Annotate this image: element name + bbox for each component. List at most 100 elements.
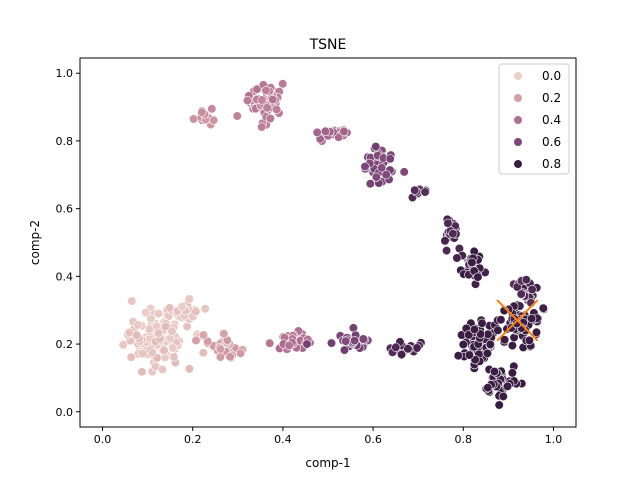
data-point — [126, 352, 136, 362]
data-point — [498, 391, 508, 402]
data-point — [268, 94, 278, 105]
data-point — [403, 344, 413, 354]
x-tick-label: 0.2 — [184, 433, 202, 446]
data-point — [191, 335, 201, 346]
data-point — [207, 104, 217, 114]
data-point — [473, 272, 483, 282]
legend-label: 0.4 — [542, 113, 561, 127]
data-point — [527, 314, 537, 324]
data-point — [493, 325, 503, 335]
y-tick-label: 1.0 — [56, 67, 74, 80]
data-point — [200, 304, 210, 314]
legend-marker — [513, 137, 523, 147]
chart-title: TSNE — [309, 37, 347, 53]
data-point — [485, 339, 495, 350]
data-point — [160, 321, 171, 332]
data-point — [215, 344, 225, 354]
data-point — [397, 350, 407, 360]
data-point — [209, 115, 219, 125]
data-point — [153, 328, 163, 338]
data-point — [507, 341, 518, 351]
data-point — [302, 339, 312, 349]
data-point — [538, 303, 548, 313]
y-axis-label: comp-2 — [28, 220, 42, 265]
data-point — [503, 381, 513, 391]
y-axis-ticks: 0.0 0.2 0.4 0.6 0.8 1.0 — [56, 67, 80, 419]
y-tick-label: 0.4 — [56, 270, 74, 283]
data-point — [527, 284, 537, 295]
data-point — [494, 400, 504, 410]
data-point — [489, 367, 500, 377]
data-point — [177, 302, 187, 312]
data-point — [312, 127, 322, 137]
data-point — [133, 320, 143, 330]
data-point — [165, 303, 175, 313]
data-point — [341, 336, 351, 346]
data-point — [464, 350, 475, 360]
data-point — [168, 343, 178, 353]
data-point — [381, 170, 391, 180]
data-point — [198, 330, 209, 340]
data-point — [132, 330, 142, 340]
legend-marker — [513, 159, 523, 169]
y-tick-label: 0.2 — [56, 338, 74, 351]
data-point — [197, 107, 207, 117]
data-point — [496, 315, 506, 325]
data-point — [334, 132, 344, 142]
data-point — [531, 327, 542, 337]
data-point — [358, 334, 368, 344]
data-point — [377, 163, 387, 173]
data-point — [442, 246, 452, 256]
data-point — [507, 368, 518, 378]
data-point — [371, 142, 381, 152]
data-point — [157, 364, 167, 375]
x-tick-label: 0.6 — [364, 433, 382, 446]
data-point — [443, 218, 453, 228]
data-point — [265, 338, 275, 348]
data-point — [127, 296, 137, 306]
data-point — [153, 309, 164, 319]
data-point — [118, 340, 128, 350]
data-point — [141, 308, 151, 318]
data-point — [320, 126, 331, 136]
data-point — [252, 84, 262, 94]
legend-box — [498, 63, 570, 175]
data-point — [410, 185, 420, 195]
data-point — [284, 340, 294, 351]
data-point — [412, 343, 422, 353]
legend-marker — [513, 93, 523, 103]
data-point — [326, 338, 337, 348]
data-point — [169, 352, 179, 362]
data-point — [477, 318, 487, 328]
data-point — [482, 348, 493, 359]
x-tick-label: 0.4 — [274, 433, 292, 446]
legend-marker — [513, 71, 523, 81]
data-point — [184, 364, 194, 374]
data-point — [371, 172, 382, 182]
x-axis-ticks: 0.0 0.2 0.4 0.6 0.8 1.0 — [94, 427, 562, 446]
data-point — [257, 95, 267, 105]
data-point — [262, 103, 272, 113]
data-point — [184, 294, 194, 304]
x-tick-label: 1.0 — [545, 433, 563, 446]
data-point — [167, 326, 177, 336]
data-point — [399, 167, 409, 177]
data-point — [350, 336, 360, 346]
data-point — [339, 345, 350, 355]
data-point — [272, 104, 282, 115]
data-point — [198, 348, 208, 358]
annotations — [496, 299, 539, 342]
data-point — [524, 335, 535, 346]
legend-label: 0.2 — [542, 91, 561, 105]
plot-frame — [79, 57, 577, 428]
data-point — [189, 114, 199, 124]
x-tick-label: 0.0 — [94, 433, 112, 446]
data-point — [225, 352, 235, 362]
data-point — [137, 367, 147, 377]
data-point — [257, 122, 267, 132]
data-point — [278, 79, 288, 89]
data-point — [483, 383, 493, 393]
legend-label: 0.0 — [542, 69, 561, 83]
data-point — [453, 351, 463, 361]
y-tick-label: 0.8 — [56, 135, 74, 148]
